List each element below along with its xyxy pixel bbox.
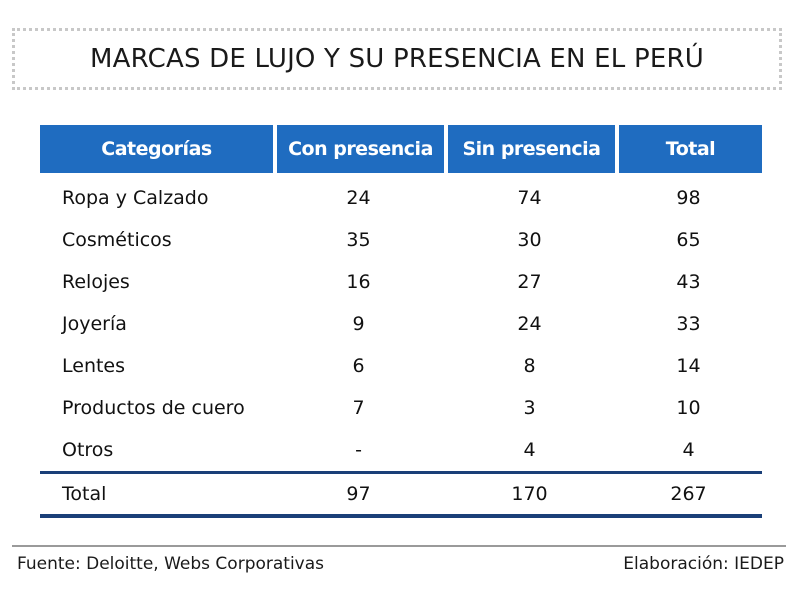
table-row: Otros - 4 4: [40, 429, 762, 471]
total-cell: 33: [676, 313, 701, 335]
header-row: Categorías Con presencia Sin presencia T…: [40, 125, 762, 173]
credit-note: Elaboración: IEDEP: [623, 554, 784, 574]
con-presencia-cell: 35: [346, 229, 371, 251]
con-presencia-cell: 24: [346, 187, 371, 209]
sin-presencia-cell: 30: [517, 229, 542, 251]
total-label-cell: Total: [40, 471, 273, 518]
sin-presencia-cell: 74: [517, 187, 542, 209]
category-cell: Joyería: [62, 313, 127, 335]
total-cell: 65: [676, 229, 701, 251]
title-box: MARCAS DE LUJO Y SU PRESENCIA EN EL PERÚ: [12, 28, 782, 90]
table-row: Lentes 6 8 14: [40, 345, 762, 387]
category-cell: Relojes: [62, 271, 130, 293]
con-presencia-cell: 6: [352, 355, 365, 377]
category-cell: Otros: [62, 439, 114, 461]
sin-presencia-cell: 4: [523, 439, 536, 461]
sin-presencia-cell: 8: [523, 355, 536, 377]
category-cell: Ropa y Calzado: [62, 187, 209, 209]
table-row: Productos de cuero 7 3 10: [40, 387, 762, 429]
category-cell: Lentes: [62, 355, 126, 377]
category-cell: Cosméticos: [62, 229, 172, 251]
footer-divider: [12, 545, 786, 547]
sin-presencia-cell: 24: [517, 313, 542, 335]
con-presencia-cell: -: [355, 439, 362, 461]
data-table: Categorías Con presencia Sin presencia T…: [40, 125, 762, 518]
column-header-total: Total: [615, 125, 762, 173]
total-cell: 98: [676, 187, 701, 209]
column-header-categorias: Categorías: [40, 125, 273, 173]
source-note: Fuente: Deloitte, Webs Corporativas: [17, 554, 325, 574]
total-cell: 4: [682, 439, 695, 461]
table-row: Cosméticos 35 30 65: [40, 219, 762, 261]
table-row: Relojes 16 27 43: [40, 261, 762, 303]
column-header-con-presencia: Con presencia: [273, 125, 444, 173]
table-row: Joyería 9 24 33: [40, 303, 762, 345]
total-cell: 43: [676, 271, 701, 293]
total-row: Total 97 170 267: [40, 471, 762, 518]
con-presencia-cell: 7: [352, 397, 365, 419]
sin-presencia-cell: 3: [523, 397, 536, 419]
con-presencia-cell: 16: [346, 271, 371, 293]
total-con-presencia-cell: 97: [273, 471, 444, 518]
column-header-sin-presencia: Sin presencia: [444, 125, 615, 173]
con-presencia-cell: 9: [352, 313, 365, 335]
sin-presencia-cell: 27: [517, 271, 542, 293]
total-cell: 14: [676, 355, 701, 377]
category-cell: Productos de cuero: [62, 397, 245, 419]
grand-total-cell: 267: [615, 471, 762, 518]
table-row: Ropa y Calzado 24 74 98: [40, 173, 762, 219]
total-cell: 10: [676, 397, 701, 419]
table-title: MARCAS DE LUJO Y SU PRESENCIA EN EL PERÚ: [90, 44, 704, 74]
total-sin-presencia-cell: 170: [444, 471, 615, 518]
